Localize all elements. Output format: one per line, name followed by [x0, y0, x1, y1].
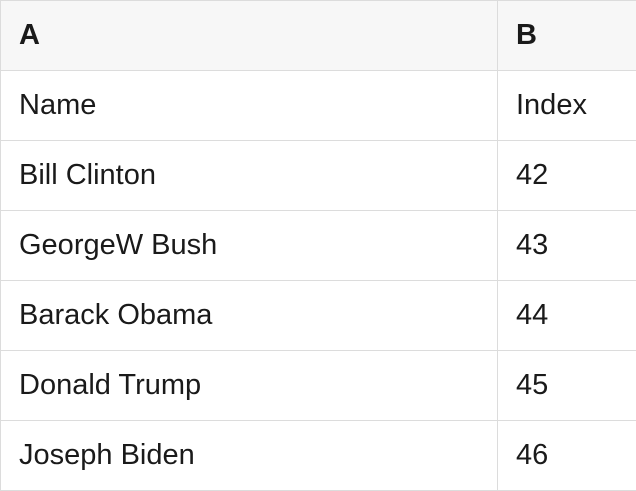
table-cell[interactable]: 44: [498, 281, 636, 350]
cell-text: 44: [516, 299, 549, 331]
cell-text: Bill Clinton: [19, 159, 156, 191]
column-header-a-label: A: [19, 19, 40, 51]
table-row: Name Index: [1, 71, 636, 141]
cell-text: 42: [516, 159, 549, 191]
cell-text: 43: [516, 229, 549, 261]
cell-text: Name: [19, 89, 97, 121]
table-row: Joseph Biden 46: [1, 421, 636, 491]
table-cell[interactable]: GeorgeW Bush: [1, 211, 498, 280]
table-cell[interactable]: Donald Trump: [1, 351, 498, 420]
table-row: Barack Obama 44: [1, 281, 636, 351]
cell-text: Index: [516, 89, 587, 121]
table-cell[interactable]: Joseph Biden: [1, 421, 498, 490]
cell-text: Barack Obama: [19, 299, 213, 331]
cell-text: Donald Trump: [19, 369, 202, 401]
cell-text: 45: [516, 369, 549, 401]
cell-text: GeorgeW Bush: [19, 229, 218, 261]
table-cell[interactable]: 46: [498, 421, 636, 490]
table-cell[interactable]: Name: [1, 71, 498, 140]
cell-text: 46: [516, 439, 549, 471]
column-header-b[interactable]: B: [498, 1, 636, 70]
table-row: GeorgeW Bush 43: [1, 211, 636, 281]
cell-text: Joseph Biden: [19, 439, 195, 471]
table-cell[interactable]: Barack Obama: [1, 281, 498, 350]
table-cell[interactable]: 45: [498, 351, 636, 420]
table-row: Bill Clinton 42: [1, 141, 636, 211]
table-cell[interactable]: Index: [498, 71, 636, 140]
table-cell[interactable]: 42: [498, 141, 636, 210]
column-header-b-label: B: [516, 19, 537, 51]
column-header-row: A B: [1, 1, 636, 71]
column-header-a[interactable]: A: [1, 1, 498, 70]
table-cell[interactable]: Bill Clinton: [1, 141, 498, 210]
table-cell[interactable]: 43: [498, 211, 636, 280]
table-row: Donald Trump 45: [1, 351, 636, 421]
